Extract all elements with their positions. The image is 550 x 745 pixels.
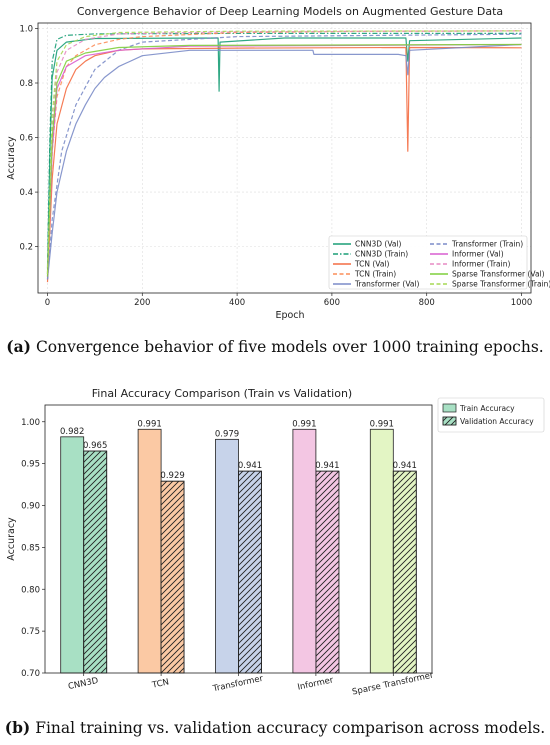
legend-label-transformer-train: Transformer (Train) — [451, 240, 523, 249]
series-line-cnn3d-train — [46, 32, 522, 269]
bar-train-accuracy-transformer — [215, 438, 239, 674]
chart-b-ytick-label: 0.75 — [21, 627, 40, 637]
chart-a-xlabel: Epoch — [275, 310, 304, 321]
series-line-sparse-transformer-val — [46, 43, 522, 277]
chart-b-xtick-label: Transformer — [211, 674, 264, 695]
legend-label-informer-train: Informer (Train) — [452, 260, 510, 269]
legend-label-cnn3d-train: CNN3D (Train) — [355, 250, 408, 259]
bar-train-accuracy-sparse-transformer — [369, 428, 394, 674]
legend-label-sparse-transformer-val: Sparse Transformer (Val) — [452, 270, 545, 279]
bar-value-label: 0.941 — [393, 461, 417, 471]
chart-a-series-group — [46, 30, 522, 283]
chart-a-ytick-label: 0.4 — [19, 188, 33, 198]
bar-train-accuracy-cnn3d — [60, 436, 85, 674]
series-line-cnn3d-val — [46, 37, 522, 274]
caption-b: (b) Final training vs. validation accura… — [0, 718, 550, 737]
convergence-chart: Convergence Behavior of Deep Learning Mo… — [6, 5, 550, 321]
bar-value-label: 0.941 — [315, 461, 339, 471]
legend-label-sparse-transformer-train: Sparse Transformer (Train) — [452, 280, 550, 289]
chart-b-xtick-label: TCN — [150, 677, 170, 691]
legend-label-tcn-val: TCN (Val) — [354, 260, 390, 269]
series-line-transformer-val — [46, 43, 522, 280]
chart-a-plot-frame — [37, 22, 532, 294]
bar-value-label: 0.965 — [83, 441, 107, 451]
accuracy-bar-chart: Final Accuracy Comparison (Train vs Vali… — [6, 387, 545, 698]
chart-a-ytick-label: 0.2 — [19, 243, 33, 253]
chart-a-xtick-label: 200 — [134, 298, 150, 308]
chart-a-xtick-label: 1000 — [511, 298, 533, 308]
bar-value-label: 0.929 — [160, 471, 184, 481]
bar-value-label: 0.991 — [292, 419, 316, 429]
caption-b-label: (b) — [4, 718, 31, 737]
chart-b-ylabel: Accuracy — [6, 517, 17, 561]
bar-value-label: 0.941 — [238, 461, 262, 471]
chart-a-xtick-label: 0 — [45, 298, 50, 308]
chart-b-legend-box — [437, 397, 545, 433]
chart-a-ticks: 0 200 400 600 800 1000 0.2 0.4 0.6 0.8 1.0 — [19, 24, 532, 308]
chart-b-ytick-label: 0.70 — [21, 669, 40, 679]
chart-b-bars: 0.982 0.965 0.991 0.929 0.979 0.941 0.991 0.941… — [60, 419, 417, 674]
caption-a-label: (a) — [6, 337, 31, 356]
bar-value-label: 0.991 — [370, 419, 394, 429]
chart-b-ytick-label: 0.95 — [21, 460, 40, 470]
chart-b-xtick-label: CNN3D — [67, 676, 99, 692]
legend-swatch-hatch — [442, 416, 457, 426]
bar-hatch-transformer — [238, 470, 262, 674]
caption-b-text: Final training vs. validation accuracy c… — [35, 719, 546, 737]
chart-b-ytick-label: 0.80 — [21, 585, 40, 595]
bar-train-accuracy-informer — [292, 428, 317, 674]
series-line-transformer-train — [46, 33, 522, 280]
chart-a-legend-box — [328, 235, 528, 290]
series-line-informer-val — [46, 43, 522, 277]
chart-a-xtick-label: 800 — [419, 298, 435, 308]
chart-a-ytick-label: 0.8 — [19, 79, 33, 89]
legend-label-train-accuracy: Train Accuracy — [459, 404, 515, 413]
chart-a-xtick-label: 600 — [324, 298, 340, 308]
bar-hatch-informer — [315, 470, 340, 674]
chart-b-ytick-label: 1.00 — [21, 418, 40, 428]
legend-label-validation-accuracy: Validation Accuracy — [460, 417, 534, 426]
chart-b-xtick-label: Informer — [297, 675, 335, 692]
bar-train-accuracy-tcn — [137, 428, 162, 674]
bar-value-label: 0.979 — [215, 429, 239, 439]
chart-a-ylabel: Accuracy — [6, 136, 17, 180]
series-line-sparse-transformer-train — [46, 30, 522, 274]
chart-a-title: Convergence Behavior of Deep Learning Mo… — [77, 5, 503, 18]
legend-label-informer-val: Informer (Val) — [452, 250, 504, 259]
caption-a: (a) Convergence behavior of five models … — [0, 337, 550, 356]
chart-a-ytick-label: 1.0 — [19, 24, 33, 34]
legend-label-tcn-train: TCN (Train) — [354, 270, 396, 279]
bar-hatch-cnn3d — [83, 450, 108, 674]
caption-a-text: Convergence behavior of five models over… — [35, 338, 544, 356]
chart-b-title: Final Accuracy Comparison (Train vs Vali… — [92, 387, 352, 400]
legend-label-cnn3d-val: CNN3D (Val) — [355, 240, 402, 249]
chart-a-legend: CNN3D (Val)CNN3D (Train)TCN (Val)TCN (Tr… — [328, 235, 550, 290]
bar-hatch-tcn — [160, 480, 185, 674]
chart-a-xtick-label: 400 — [229, 298, 245, 308]
legend-swatch-train-accuracy — [442, 403, 457, 413]
chart-b-ytick-label: 0.85 — [21, 543, 40, 553]
chart-a-ytick-label: 0.6 — [19, 134, 33, 144]
bar-hatch-sparse-transformer — [392, 470, 417, 674]
chart-b-legend: Train Accuracy Validation Accuracy — [437, 397, 545, 433]
chart-b-ytick-label: 0.90 — [21, 502, 40, 512]
bar-value-label: 0.982 — [60, 427, 84, 437]
bar-value-label: 0.991 — [137, 419, 161, 429]
legend-label-transformer-val: Transformer (Val) — [354, 280, 420, 289]
series-line-tcn-val — [46, 46, 522, 283]
